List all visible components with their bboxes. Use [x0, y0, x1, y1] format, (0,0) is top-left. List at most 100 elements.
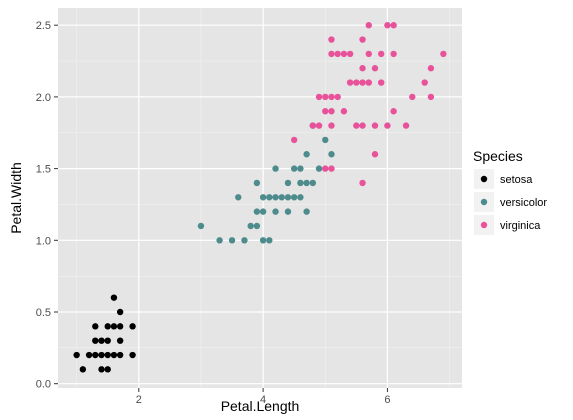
point-versicolor — [235, 194, 242, 201]
point-virginica — [340, 50, 348, 58]
point-virginica — [315, 93, 323, 101]
legend-swatch — [480, 198, 488, 206]
point-virginica — [371, 122, 379, 129]
point-virginica — [334, 50, 341, 58]
point-virginica — [378, 50, 385, 58]
point-versicolor — [259, 237, 267, 244]
y-tick-label: 0.5 — [36, 307, 51, 319]
point-virginica — [365, 22, 372, 29]
x-tick-label: 6 — [384, 394, 390, 406]
x-axis-title: Petal.Length — [221, 398, 300, 414]
point-setosa — [79, 366, 87, 373]
point-versicolor — [272, 165, 279, 172]
point-virginica — [390, 108, 397, 115]
point-setosa — [104, 337, 111, 344]
point-virginica — [309, 122, 317, 129]
point-setosa — [129, 323, 136, 330]
point-versicolor — [272, 194, 279, 201]
point-versicolor — [272, 208, 279, 215]
point-versicolor — [297, 179, 304, 187]
point-virginica — [359, 122, 366, 129]
point-versicolor — [259, 194, 267, 201]
point-versicolor — [322, 136, 329, 144]
point-virginica — [353, 79, 360, 86]
point-versicolor — [253, 179, 261, 187]
point-virginica — [328, 50, 335, 58]
point-virginica — [322, 165, 329, 172]
point-versicolor — [197, 222, 205, 230]
y-tick-label: 2.0 — [36, 92, 51, 104]
point-virginica — [359, 36, 366, 43]
point-virginica — [359, 65, 366, 72]
point-setosa — [92, 337, 99, 344]
point-virginica — [328, 165, 335, 172]
point-virginica — [427, 93, 435, 101]
point-setosa — [85, 351, 93, 359]
point-versicolor — [328, 151, 335, 158]
point-setosa — [116, 337, 124, 344]
legend-item-versicolor: versicolor — [474, 192, 547, 212]
point-setosa — [116, 323, 124, 330]
x-tick-label: 2 — [136, 394, 142, 406]
point-versicolor — [303, 208, 310, 215]
point-virginica — [365, 79, 372, 86]
point-virginica — [371, 151, 379, 158]
point-setosa — [110, 351, 118, 359]
point-setosa — [73, 351, 80, 359]
point-setosa — [116, 308, 124, 316]
point-virginica — [378, 79, 385, 86]
y-tick-label: 2.5 — [36, 20, 51, 32]
point-virginica — [427, 65, 435, 72]
legend-swatch — [480, 221, 488, 229]
point-versicolor — [290, 165, 298, 172]
point-virginica — [359, 179, 366, 187]
point-versicolor — [266, 194, 273, 201]
legend-item-setosa: setosa — [474, 169, 533, 189]
point-versicolor — [290, 194, 298, 201]
point-versicolor — [247, 222, 254, 230]
point-versicolor — [284, 208, 292, 215]
point-versicolor — [253, 222, 261, 230]
point-setosa — [98, 366, 105, 373]
y-axis: 0.0 0.5 1.0 1.5 2.0 2.5 — [36, 20, 58, 391]
y-tick-label: 1.5 — [36, 164, 51, 176]
data-points — [73, 22, 447, 373]
point-virginica — [353, 122, 360, 129]
point-setosa — [98, 337, 105, 344]
point-versicolor — [228, 237, 236, 244]
point-setosa — [104, 351, 111, 359]
point-versicolor — [297, 194, 304, 201]
point-virginica — [390, 22, 397, 29]
point-versicolor — [315, 165, 323, 172]
point-virginica — [440, 50, 447, 58]
point-versicolor — [284, 179, 292, 187]
legend-label: virginica — [500, 220, 541, 232]
point-virginica — [328, 122, 335, 129]
point-virginica — [390, 50, 397, 58]
point-setosa — [104, 323, 111, 330]
legend-label: versicolor — [500, 197, 547, 209]
point-virginica — [359, 79, 366, 86]
point-virginica — [346, 50, 354, 58]
legend: Species setosa versicolor virginica — [473, 148, 547, 235]
point-virginica — [315, 122, 323, 129]
point-virginica — [328, 93, 335, 101]
point-setosa — [92, 351, 99, 359]
y-axis-title: Petal.Width — [8, 162, 24, 234]
point-virginica — [384, 22, 391, 29]
point-virginica — [340, 108, 348, 115]
point-versicolor — [309, 179, 317, 187]
point-setosa — [104, 366, 111, 373]
x-axis: 2 4 6 — [136, 388, 390, 406]
point-setosa — [92, 323, 99, 330]
point-versicolor — [303, 151, 310, 158]
legend-label: setosa — [500, 174, 533, 186]
point-setosa — [98, 351, 105, 359]
point-versicolor — [278, 194, 285, 201]
point-versicolor — [297, 165, 304, 172]
y-tick-label: 0.0 — [36, 379, 51, 391]
y-tick-label: 1.0 — [36, 235, 51, 247]
point-virginica — [402, 122, 410, 129]
point-setosa — [116, 351, 124, 359]
